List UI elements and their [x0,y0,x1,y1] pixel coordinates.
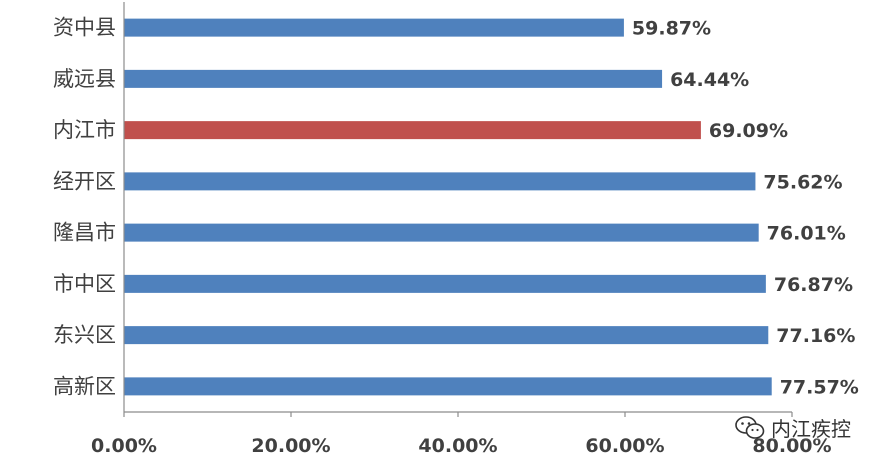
category-label-1: 威远县 [53,67,116,91]
category-label-4: 隆昌市 [53,221,116,245]
x-tick-label-4: 80.00% [752,435,831,457]
bar-4 [124,223,759,242]
value-label-4: 76.01% [767,223,846,245]
bar-0 [124,18,624,37]
bar-3 [124,172,756,191]
x-tick-label-3: 60.00% [585,435,664,457]
value-label-6: 77.16% [776,325,855,347]
wechat-icon [735,415,765,439]
bar-6 [124,326,769,345]
value-label-2: 69.09% [709,120,788,142]
x-tick-label-2: 40.00% [418,435,497,457]
value-label-3: 75.62% [763,171,842,193]
x-ticks-group: 0.00% 20.00% 40.00% 60.00% 80.00% [91,412,832,457]
bar-1 [124,69,663,88]
x-tick-label-1: 20.00% [251,435,330,457]
value-label-5: 76.87% [774,274,853,296]
bars-group [124,18,772,396]
category-label-2: 内江市 [53,118,116,142]
category-label-7: 高新区 [53,374,116,398]
value-label-1: 64.44% [670,69,749,91]
value-labels-group: 59.87% 64.44% 69.09% 75.62% 76.01% 76.87% 77.1… [632,18,859,399]
watermark-text: 内江疾控 [771,417,851,441]
bar-7 [124,377,772,396]
bar-5 [124,274,766,293]
x-tick-label-0: 0.00% [91,435,157,457]
category-label-6: 东兴区 [53,323,116,347]
bar-2 [124,121,701,140]
category-label-3: 经开区 [53,169,116,193]
category-label-0: 资中县 [53,16,116,40]
category-label-5: 市中区 [53,272,116,296]
value-label-0: 59.87% [632,18,711,40]
value-label-7: 77.57% [780,376,859,398]
watermark: 内江疾控 [735,413,851,442]
